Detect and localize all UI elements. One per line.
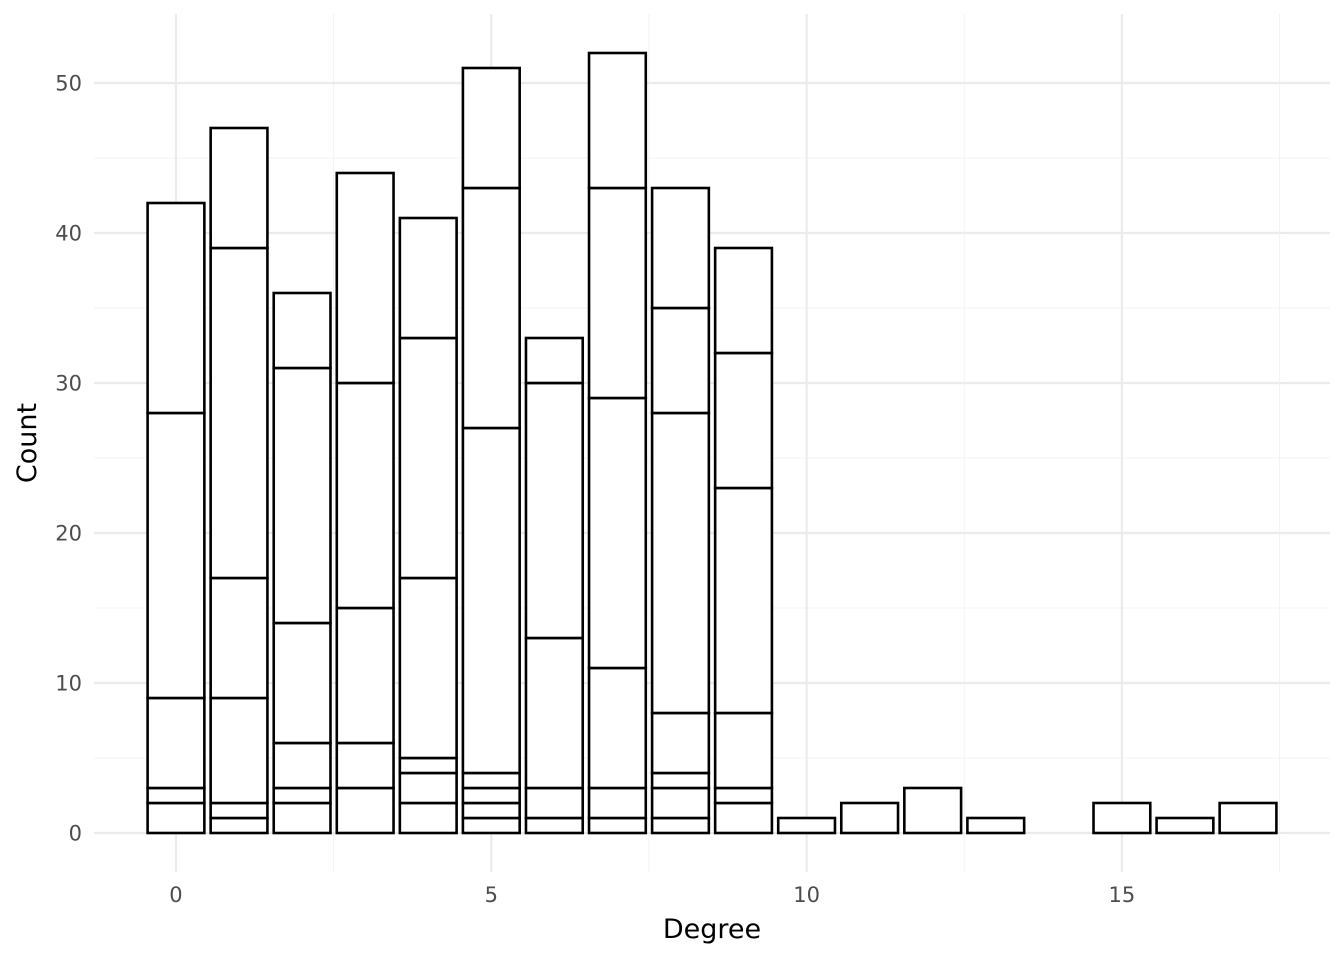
bar-segment bbox=[461, 186, 521, 430]
bar-segment bbox=[209, 576, 269, 700]
bar-segment bbox=[272, 801, 332, 835]
y-tick-label: 10 bbox=[55, 672, 82, 696]
bar-stack bbox=[1155, 816, 1215, 835]
bar-segment bbox=[461, 816, 521, 835]
bar-segment bbox=[272, 621, 332, 745]
bar-segment bbox=[461, 801, 521, 820]
bar-stack bbox=[1218, 801, 1278, 835]
bar-segment bbox=[461, 426, 521, 775]
bar-segment bbox=[650, 186, 711, 310]
y-axis-title: Count bbox=[12, 403, 43, 483]
bar-segment bbox=[461, 66, 521, 190]
bar-segment bbox=[713, 246, 774, 355]
bar-stack bbox=[209, 126, 269, 835]
bar-segment bbox=[650, 411, 711, 715]
bar-segment bbox=[272, 291, 332, 370]
bar-segment bbox=[713, 801, 774, 835]
bar-stack bbox=[966, 816, 1026, 835]
y-tick-label: 0 bbox=[69, 822, 82, 846]
bar-stack bbox=[1092, 801, 1152, 835]
bar-segment bbox=[335, 171, 395, 385]
bar-segment bbox=[713, 786, 774, 805]
bar-segment bbox=[209, 126, 269, 250]
bar-segment bbox=[398, 771, 458, 805]
bar-segment bbox=[650, 711, 711, 775]
bar-segment bbox=[524, 381, 585, 640]
bar-segment bbox=[713, 711, 774, 790]
bar-stack bbox=[524, 336, 585, 835]
bar-segment bbox=[335, 606, 395, 745]
bar-segment bbox=[461, 786, 521, 805]
bar-stack bbox=[461, 66, 521, 835]
x-tick-label: 5 bbox=[485, 883, 498, 907]
bar-segment bbox=[146, 801, 206, 835]
x-tick-label: 0 bbox=[169, 883, 182, 907]
bar-segment bbox=[1218, 801, 1278, 835]
bar-segment bbox=[335, 786, 395, 835]
bar-segment bbox=[587, 396, 648, 670]
bar-segment bbox=[146, 411, 206, 700]
x-axis-tick-labels: 0 5 10 15 bbox=[169, 883, 1135, 907]
bar-segment bbox=[398, 216, 458, 340]
bar-segment bbox=[398, 576, 458, 760]
bar-segment bbox=[209, 696, 269, 805]
bar-segment bbox=[966, 816, 1026, 835]
x-axis-title: Degree bbox=[663, 914, 761, 945]
bar-segment bbox=[650, 306, 711, 415]
bar-segment bbox=[398, 801, 458, 835]
bar-stack bbox=[776, 816, 837, 835]
x-tick-label: 10 bbox=[793, 883, 820, 907]
bar-stack bbox=[713, 246, 774, 835]
bars-layer bbox=[146, 51, 1278, 835]
bar-segment bbox=[776, 816, 837, 835]
y-tick-label: 50 bbox=[55, 72, 82, 96]
bar-stack bbox=[587, 51, 648, 835]
bar-segment bbox=[713, 486, 774, 715]
bar-segment bbox=[587, 186, 648, 400]
bar-stack bbox=[903, 786, 963, 835]
bar-segment bbox=[146, 201, 206, 415]
bar-segment bbox=[272, 786, 332, 805]
bar-segment bbox=[398, 336, 458, 580]
bar-segment bbox=[1155, 816, 1215, 835]
bar-stack bbox=[839, 801, 900, 835]
bar-segment bbox=[713, 351, 774, 490]
bar-segment bbox=[461, 771, 521, 790]
bar-segment bbox=[146, 696, 206, 790]
bar-segment bbox=[398, 756, 458, 775]
bar-segment bbox=[650, 771, 711, 790]
bar-segment bbox=[524, 786, 585, 820]
bar-segment bbox=[650, 786, 711, 820]
bar-stack bbox=[398, 216, 458, 835]
bar-segment bbox=[524, 336, 585, 385]
bar-segment bbox=[209, 246, 269, 580]
bar-segment bbox=[903, 786, 963, 835]
bar-segment bbox=[335, 741, 395, 790]
y-axis-tick-labels: 0 10 20 30 40 50 bbox=[55, 72, 82, 846]
bar-segment bbox=[209, 816, 269, 835]
bar-segment bbox=[524, 816, 585, 835]
bar-segment bbox=[272, 366, 332, 625]
bar-segment bbox=[272, 741, 332, 790]
bar-segment bbox=[1092, 801, 1152, 835]
bar-segment bbox=[587, 51, 648, 190]
bar-stack bbox=[272, 291, 332, 835]
bar-segment bbox=[209, 801, 269, 820]
bar-segment bbox=[524, 636, 585, 790]
bar-segment bbox=[335, 381, 395, 610]
bar-segment bbox=[587, 666, 648, 790]
bar-segment bbox=[146, 786, 206, 805]
bar-segment bbox=[587, 816, 648, 835]
bar-segment bbox=[587, 786, 648, 820]
y-tick-label: 40 bbox=[55, 222, 82, 246]
bar-segment bbox=[650, 816, 711, 835]
bar-stack bbox=[335, 171, 395, 835]
x-tick-label: 15 bbox=[1109, 883, 1136, 907]
bar-stack bbox=[146, 201, 206, 835]
bar-segment bbox=[839, 801, 900, 835]
bar-stack bbox=[650, 186, 711, 835]
y-tick-label: 20 bbox=[55, 522, 82, 546]
y-tick-label: 30 bbox=[55, 372, 82, 396]
